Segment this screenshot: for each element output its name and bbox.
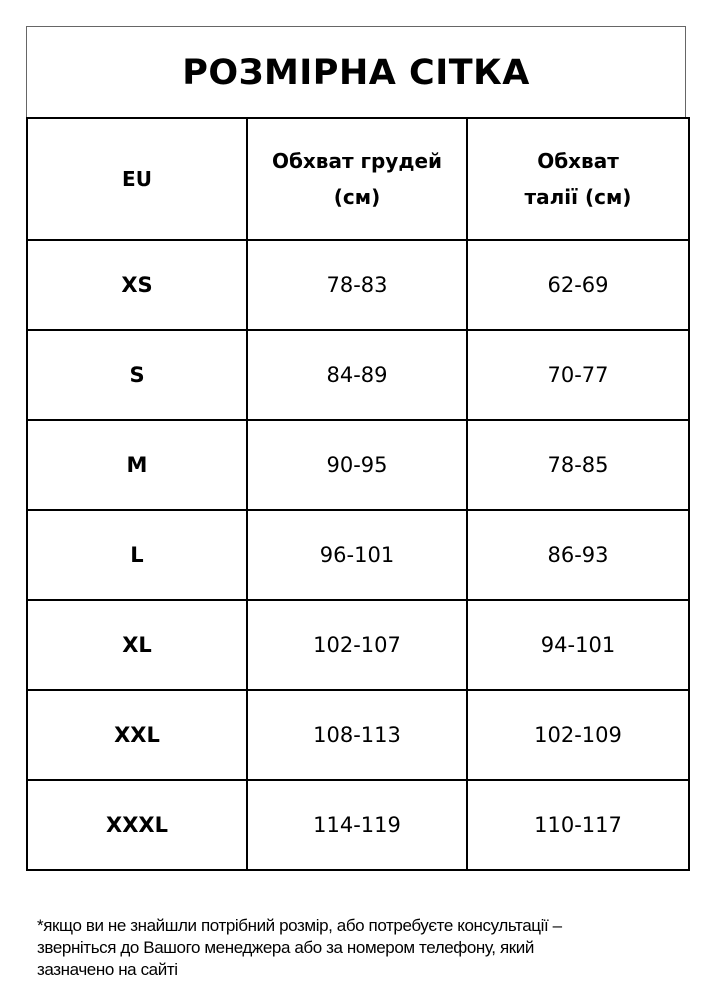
- footnote-line: зазначено на сайті: [37, 960, 178, 979]
- footnote-line: зверніться до Вашого менеджера або за но…: [37, 938, 534, 957]
- title-box: РОЗМІРНА СІТКА: [26, 26, 686, 118]
- waist-cell: 70-77: [466, 329, 690, 421]
- header-chest: Обхват грудей (см): [246, 117, 468, 241]
- chest-cell: 84-89: [246, 329, 468, 421]
- table-row: L 96-101 86-93: [26, 509, 690, 601]
- size-table: EU Обхват грудей (см) Обхват талії (см) …: [26, 117, 690, 871]
- size-cell: XL: [26, 599, 248, 691]
- waist-cell: 110-117: [466, 779, 690, 871]
- size-cell: S: [26, 329, 248, 421]
- waist-cell: 62-69: [466, 239, 690, 331]
- chest-cell: 114-119: [246, 779, 468, 871]
- table-row: XXXL 114-119 110-117: [26, 779, 690, 871]
- header-waist-label: Обхват талії (см): [524, 149, 632, 209]
- table-row: XS 78-83 62-69: [26, 239, 690, 331]
- size-cell: XXL: [26, 689, 248, 781]
- chest-cell: 108-113: [246, 689, 468, 781]
- footnote: *якщо ви не знайшли потрібний розмір, аб…: [37, 915, 707, 981]
- page-title: РОЗМІРНА СІТКА: [182, 52, 530, 93]
- size-cell: M: [26, 419, 248, 511]
- chest-cell: 96-101: [246, 509, 468, 601]
- waist-cell: 94-101: [466, 599, 690, 691]
- header-chest-label: Обхват грудей (см): [271, 149, 443, 209]
- header-eu: EU: [26, 117, 248, 241]
- waist-cell: 78-85: [466, 419, 690, 511]
- waist-cell: 102-109: [466, 689, 690, 781]
- waist-cell: 86-93: [466, 509, 690, 601]
- chest-cell: 90-95: [246, 419, 468, 511]
- table-row: M 90-95 78-85: [26, 419, 690, 511]
- size-cell: XS: [26, 239, 248, 331]
- table-row: S 84-89 70-77: [26, 329, 690, 421]
- table-row: XL 102-107 94-101: [26, 599, 690, 691]
- chest-cell: 78-83: [246, 239, 468, 331]
- size-cell: L: [26, 509, 248, 601]
- chest-cell: 102-107: [246, 599, 468, 691]
- table-row: XXL 108-113 102-109: [26, 689, 690, 781]
- table-header-row: EU Обхват грудей (см) Обхват талії (см): [26, 117, 690, 241]
- header-waist: Обхват талії (см): [466, 117, 690, 241]
- footnote-line: *якщо ви не знайшли потрібний розмір, аб…: [37, 916, 562, 935]
- size-cell: XXXL: [26, 779, 248, 871]
